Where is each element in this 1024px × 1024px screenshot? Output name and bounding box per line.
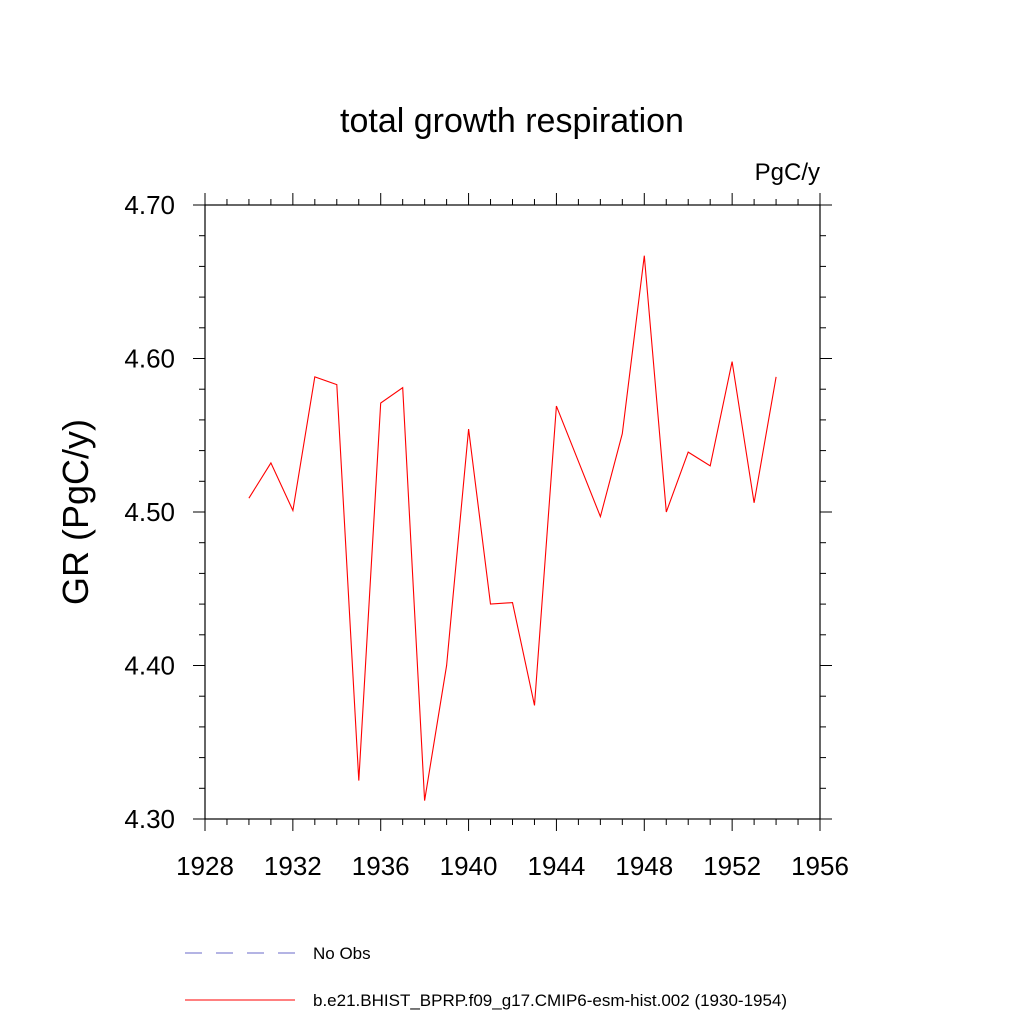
y-tick-label: 4.60 — [124, 344, 175, 374]
series-group — [248, 255, 777, 801]
y-tick-label: 4.30 — [124, 804, 175, 834]
x-tick-label: 1944 — [528, 851, 586, 881]
x-tick-label: 1952 — [703, 851, 761, 881]
tick-labels: 1928 1932 1936 1940 1944 1948 1952 1956 4.30 4.40… — [124, 190, 849, 881]
y-tick-label: 4.40 — [124, 651, 175, 681]
legend-model-label: b.e21.BHIST_BPRP.f09_g17.CMIP6-esm-hist.… — [313, 991, 787, 1010]
axis-ticks — [193, 193, 832, 831]
y-axis-label: GR (PgC/y) — [55, 419, 96, 605]
y-tick-label: 4.70 — [124, 190, 175, 220]
legend-obs-label: No Obs — [313, 944, 371, 963]
legend: No Obs b.e21.BHIST_BPRP.f09_g17.CMIP6-es… — [185, 944, 787, 1010]
x-tick-label: 1956 — [791, 851, 849, 881]
chart-title: total growth respiration — [340, 102, 684, 140]
units-label: PgC/y — [755, 159, 820, 186]
x-tick-label: 1948 — [615, 851, 673, 881]
x-tick-label: 1940 — [440, 851, 498, 881]
x-tick-label: 1936 — [352, 851, 410, 881]
y-tick-label: 4.50 — [124, 497, 175, 527]
x-tick-label: 1928 — [176, 851, 234, 881]
x-tick-label: 1932 — [264, 851, 322, 881]
plot-frame — [204, 204, 821, 820]
series-line — [248, 255, 777, 801]
